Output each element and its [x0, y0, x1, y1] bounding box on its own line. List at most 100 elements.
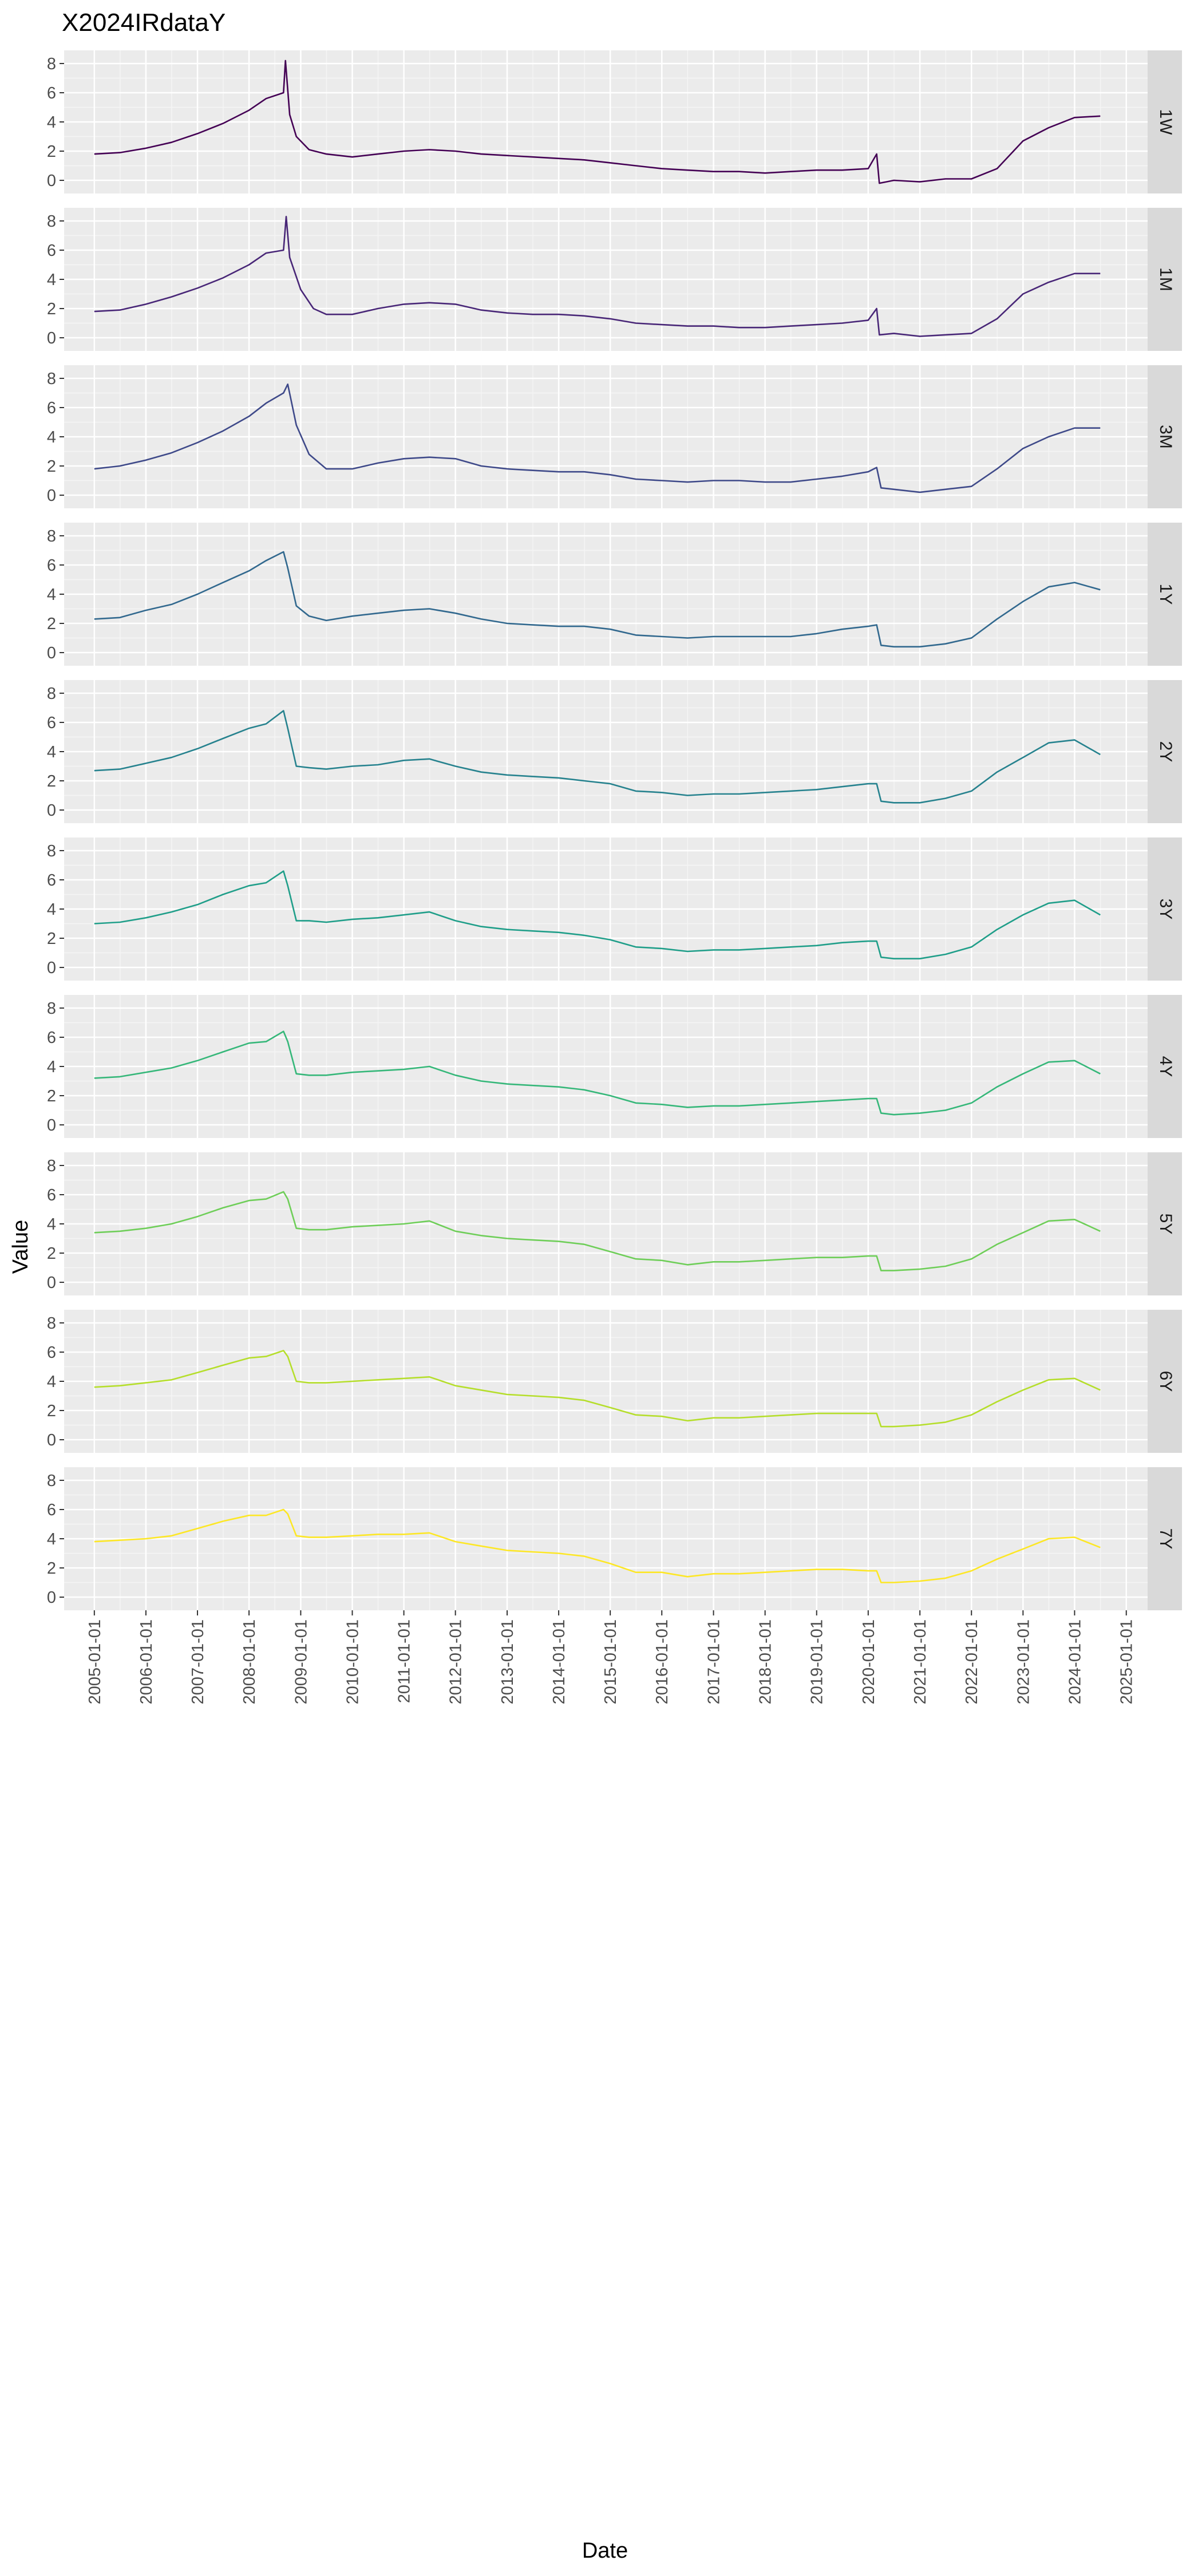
facet-strip-label: 5Y	[1156, 1214, 1175, 1235]
x-tick-label: 2015-01-01	[602, 1619, 620, 1704]
facet-strip-label: 1Y	[1156, 584, 1175, 605]
y-tick-label: 8	[47, 212, 56, 231]
facet-strip-label: 1M	[1156, 267, 1175, 291]
facet-strip	[1148, 1310, 1182, 1453]
series-line-2Y	[94, 710, 1101, 804]
series-line-5Y	[94, 1191, 1101, 1271]
y-tick-label: 6	[47, 1344, 56, 1362]
y-tick-label: 0	[47, 487, 56, 505]
series-line-1W	[94, 60, 1101, 184]
x-tick-label: 2005-01-01	[86, 1619, 104, 1704]
y-tick-label: 0	[47, 1116, 56, 1135]
chart-title: X2024IRdataY	[62, 9, 226, 37]
y-tick-label: 2	[47, 1087, 56, 1105]
x-tick-label: 2018-01-01	[757, 1619, 775, 1704]
facet-strip	[1148, 680, 1182, 823]
x-tick-label: 2011-01-01	[396, 1619, 414, 1703]
facet-panel-1M: 0 2 4 6 8 1M	[47, 208, 1182, 351]
y-tick-label: 2	[47, 300, 56, 318]
x-tick-label: 2006-01-01	[137, 1619, 156, 1704]
y-tick-label: 0	[47, 1431, 56, 1449]
y-tick-label: 4	[47, 271, 56, 289]
facet-strip	[1148, 50, 1182, 193]
series-line-1M	[94, 215, 1101, 337]
y-tick-label: 4	[47, 1373, 56, 1391]
facet-panel-5Y: 0 2 4 6 8 5Y	[47, 1152, 1182, 1295]
facet-strip	[1148, 1152, 1182, 1295]
y-tick-label: 8	[47, 1157, 56, 1175]
facet-panel-3M: 0 2 4 6 8 3M	[47, 365, 1182, 508]
y-tick-label: 8	[47, 55, 56, 73]
x-tick-label: 2020-01-01	[860, 1619, 878, 1704]
y-tick-label: 0	[47, 1589, 56, 1607]
facet-strip	[1148, 995, 1182, 1138]
series-line-6Y	[94, 1350, 1101, 1428]
y-tick-label: 8	[47, 1314, 56, 1333]
facet-strip-label: 3Y	[1156, 899, 1175, 920]
series-line-4Y	[94, 1030, 1101, 1116]
y-tick-label: 0	[47, 801, 56, 820]
facet-panel-2Y: 0 2 4 6 8 2Y	[47, 680, 1182, 823]
facet-panels: 0 2 4 6 8 1W 0 2 4 6 8 1M 0 2 4 6 8 3M 0 2 4 6 8 1Y 0 2 4 6 8 2Y 0 2 4 6 8…	[47, 50, 1182, 1610]
x-tick-label: 2025-01-01	[1118, 1619, 1136, 1704]
y-tick-label: 4	[47, 586, 56, 604]
y-tick-label: 4	[47, 900, 56, 919]
facet-panel-3Y: 0 2 4 6 8 3Y	[47, 837, 1182, 981]
x-tick-label: 2013-01-01	[499, 1619, 517, 1704]
x-tick-label: 2022-01-01	[963, 1619, 981, 1704]
x-axis-title: Date	[582, 2539, 628, 2563]
series-line-3M	[94, 383, 1101, 493]
x-tick-label: 2009-01-01	[292, 1619, 310, 1704]
x-tick-label: 2017-01-01	[705, 1619, 723, 1704]
y-tick-label: 0	[47, 644, 56, 662]
facet-strip	[1148, 1467, 1182, 1610]
y-tick-label: 8	[47, 842, 56, 860]
y-tick-label: 2	[47, 615, 56, 633]
facet-strip-label: 6Y	[1156, 1371, 1175, 1392]
facet-strip	[1148, 365, 1182, 508]
y-tick-label: 6	[47, 714, 56, 732]
x-tick-label: 2024-01-01	[1066, 1619, 1084, 1704]
series-line-3Y	[94, 870, 1101, 959]
facet-panel-1Y: 0 2 4 6 8 1Y	[47, 523, 1182, 666]
y-tick-label: 6	[47, 1501, 56, 1519]
y-axis-title: Value	[9, 1220, 33, 1274]
y-tick-label: 8	[47, 527, 56, 546]
facet-strip	[1148, 523, 1182, 666]
x-tick-label: 2007-01-01	[189, 1619, 207, 1704]
y-tick-label: 4	[47, 113, 56, 132]
y-tick-label: 8	[47, 370, 56, 388]
y-tick-label: 4	[47, 1058, 56, 1076]
facet-panel-4Y: 0 2 4 6 8 4Y	[47, 995, 1182, 1138]
y-tick-label: 6	[47, 871, 56, 890]
y-tick-label: 2	[47, 1559, 56, 1578]
y-tick-label: 8	[47, 685, 56, 703]
y-tick-label: 0	[47, 172, 56, 190]
y-tick-label: 4	[47, 1530, 56, 1548]
y-tick-label: 8	[47, 1472, 56, 1490]
y-tick-label: 4	[47, 743, 56, 761]
y-tick-label: 6	[47, 1029, 56, 1047]
x-tick-label: 2008-01-01	[240, 1619, 259, 1704]
series-line-1Y	[94, 551, 1101, 648]
y-tick-label: 6	[47, 84, 56, 102]
x-tick-label: 2019-01-01	[808, 1619, 827, 1704]
y-tick-label: 0	[47, 329, 56, 347]
x-tick-label: 2010-01-01	[343, 1619, 362, 1704]
facet-panel-6Y: 0 2 4 6 8 6Y	[47, 1310, 1182, 1453]
y-tick-label: 6	[47, 556, 56, 575]
y-tick-label: 6	[47, 399, 56, 417]
y-tick-label: 4	[47, 1215, 56, 1234]
y-tick-label: 6	[47, 1186, 56, 1204]
x-tick-label: 2021-01-01	[911, 1619, 930, 1704]
y-tick-label: 2	[47, 143, 56, 161]
facet-strip	[1148, 837, 1182, 981]
y-tick-label: 2	[47, 457, 56, 476]
y-tick-label: 4	[47, 428, 56, 447]
y-tick-label: 2	[47, 1402, 56, 1420]
y-tick-label: 2	[47, 1244, 56, 1263]
facet-strip-label: 3M	[1156, 425, 1175, 449]
series-line-7Y	[94, 1508, 1101, 1583]
x-tick-label: 2014-01-01	[550, 1619, 568, 1704]
